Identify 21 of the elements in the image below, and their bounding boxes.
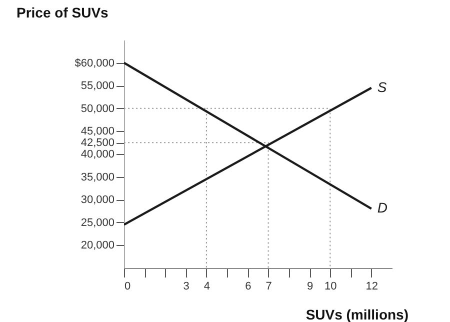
x-tick-label: 6 [245, 280, 252, 292]
x-tick-label: 4 [204, 280, 210, 292]
y-tick-label: 25,000 [80, 216, 114, 229]
x-tick-label: 0 [124, 280, 131, 292]
x-tick-label: 10 [324, 280, 337, 292]
x-tick-label: 3 [183, 280, 190, 292]
series-label: D [377, 200, 388, 216]
x-tick-label: 12 [366, 280, 378, 292]
x-tick-label: 9 [306, 280, 314, 292]
y-tick-label: 42,500 [80, 137, 114, 150]
y-tick-label: 20,000 [80, 240, 114, 252]
y-axis-title: Price of SUVs [16, 4, 109, 20]
y-tick-label: 50,000 [80, 102, 114, 115]
y-tick-label: 55,000 [80, 80, 114, 92]
y-tick-label: $60,000 [74, 57, 114, 70]
series-label: S [377, 78, 388, 95]
y-tick-label: 45,000 [80, 126, 114, 138]
y-tick-label: 35,000 [80, 171, 114, 184]
x-tick-label: 7 [266, 280, 272, 292]
y-tick-label: 40,000 [80, 148, 114, 160]
y-tick-label: 30,000 [80, 194, 114, 206]
